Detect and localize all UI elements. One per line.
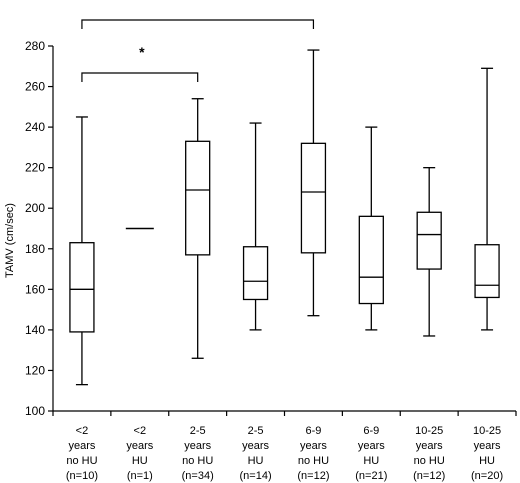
box-4 (300, 49, 327, 317)
box-6 (416, 167, 442, 337)
bracket-line (81, 72, 199, 82)
y-tick-label: 240 (25, 120, 45, 134)
significance-bracket: * (81, 44, 199, 82)
x-category-label: HU (248, 455, 264, 467)
box-2 (185, 98, 211, 359)
y-tick-label: 100 (25, 404, 45, 418)
x-category-label: 10-25 (473, 425, 501, 437)
x-category-label: <2 (134, 425, 147, 437)
iqr-box (474, 244, 500, 299)
y-tick-label: 260 (25, 80, 45, 94)
x-category-label: (n=10) (66, 470, 98, 482)
x-category-label: years (358, 440, 385, 452)
y-tick-label: 180 (25, 242, 45, 256)
significance-bracket: * (81, 0, 315, 29)
x-axis: <2 years no HU (n=10) <2 years HU (n=1) 2-5 years… (52, 410, 517, 482)
x-category-label: 6-9 (363, 425, 379, 437)
y-tick-label: 200 (25, 201, 45, 215)
x-category-label: (n=12) (297, 470, 329, 482)
x-category-label: 10-25 (415, 425, 443, 437)
iqr-box (69, 242, 95, 333)
x-category-label: (n=21) (355, 470, 387, 482)
x-category-label: no HU (298, 455, 329, 467)
x-category-label: (n=20) (471, 470, 503, 482)
x-category-label: 2-5 (190, 425, 206, 437)
x-category-label: HU (132, 455, 148, 467)
x-category-label: years (126, 440, 153, 452)
box-7 (474, 67, 500, 331)
x-category-label: no HU (66, 455, 97, 467)
y-tick-label: 160 (25, 282, 45, 296)
y-tick-label: 220 (25, 161, 45, 175)
iqr-box (358, 215, 384, 305)
x-category-label: years (242, 440, 269, 452)
x-category-label: no HU (182, 455, 213, 467)
x-category-label: HU (363, 455, 379, 467)
box-5 (358, 126, 384, 331)
y-axis-title: TAMV (cm/sec) (4, 203, 16, 278)
x-category-label: years (416, 440, 443, 452)
x-category-label: years (184, 440, 211, 452)
x-category-label: (n=14) (240, 470, 272, 482)
significance-star: * (139, 44, 145, 60)
box-3 (242, 122, 269, 331)
significance-star: * (197, 0, 203, 7)
y-axis: 100 120 140 160 180 200 220 240 260 280 (25, 39, 54, 418)
significance-brackets: ** (81, 0, 315, 82)
x-category-label: years (68, 440, 95, 452)
box-series (69, 49, 500, 386)
x-category-label: no HU (414, 455, 445, 467)
x-category-label: HU (479, 455, 495, 467)
x-category-label: <2 (76, 425, 89, 437)
y-tick-label: 120 (25, 363, 45, 377)
iqr-box (300, 142, 327, 254)
y-tick-label: 280 (25, 39, 45, 53)
box-0 (69, 116, 95, 386)
x-category-label: (n=1) (127, 470, 153, 482)
y-tick-label: 140 (25, 323, 45, 337)
iqr-box (416, 211, 442, 270)
x-category-label: 2-5 (248, 425, 264, 437)
x-category-label: years (300, 440, 327, 452)
x-category-label: (n=12) (413, 470, 445, 482)
x-category-label: (n=34) (182, 470, 214, 482)
x-category-label: 6-9 (305, 425, 321, 437)
iqr-box (185, 140, 211, 256)
x-category-label: years (474, 440, 501, 452)
iqr-box (242, 246, 269, 301)
bracket-line (81, 19, 315, 29)
